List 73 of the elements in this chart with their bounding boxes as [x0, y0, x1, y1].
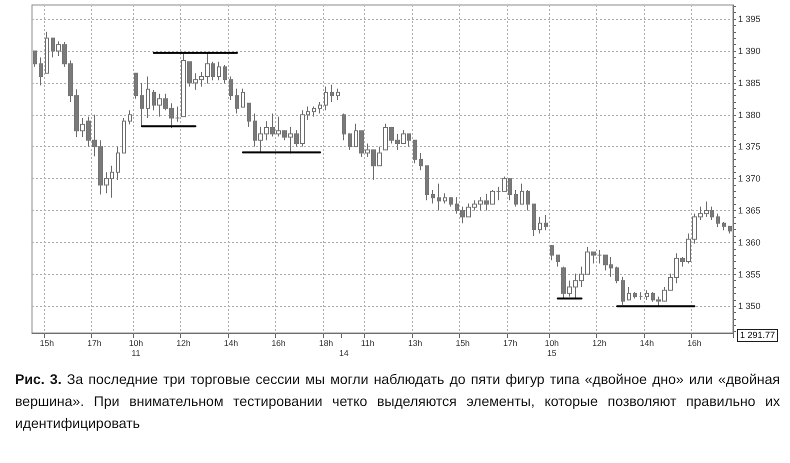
candlestick — [348, 132, 352, 150]
candlestick — [449, 196, 453, 208]
y-tick-label: 1 380 — [738, 110, 761, 120]
candlestick — [627, 286, 631, 301]
candlestick — [39, 56, 43, 86]
candlestick — [342, 112, 346, 141]
candlestick — [621, 276, 625, 306]
candlestick — [140, 82, 144, 127]
candlestick — [514, 190, 518, 208]
candlestick — [538, 216, 542, 234]
candlestick — [217, 61, 221, 81]
y-tick-label: 1 360 — [738, 237, 761, 248]
candlestick — [223, 64, 227, 84]
y-tick-label: 1 370 — [738, 174, 761, 184]
x-tick-label: 17h — [503, 338, 518, 348]
x-tick-label: 15h — [456, 338, 470, 348]
candlestick — [716, 213, 720, 228]
y-tick-label: 1 375 — [738, 142, 761, 152]
x-tick-label: 16h — [271, 338, 286, 348]
text: 1 291.77 — [737, 329, 778, 342]
y-tick-label: 1 395 — [738, 14, 761, 24]
candlestick — [532, 204, 536, 237]
candlestick — [229, 76, 233, 101]
candlestick — [33, 50, 37, 68]
x-tick-label: 13h — [408, 338, 423, 348]
candlestick — [633, 292, 637, 300]
candlestick — [134, 72, 138, 100]
x-tick-label: 10h 15 — [544, 338, 560, 358]
candlestick — [425, 165, 429, 201]
x-tick-label: 16h — [687, 338, 702, 348]
candlestick — [235, 88, 239, 114]
candlestick — [247, 102, 251, 128]
candlestick — [324, 86, 328, 111]
candlestick — [431, 190, 435, 204]
candlestick — [443, 192, 447, 204]
x-tick-label: 15h — [40, 338, 54, 348]
candlestick — [45, 31, 49, 74]
text: Рис. 3. — [15, 371, 62, 387]
candlestick — [336, 88, 340, 101]
candlestick — [128, 110, 132, 125]
candlestick — [122, 117, 126, 154]
candlestick — [146, 76, 150, 118]
candlestick — [312, 106, 316, 118]
candlestick — [722, 221, 726, 231]
y-tick-label: 1 355 — [738, 269, 761, 280]
x-tick-label: 11h — [360, 338, 375, 348]
x-tick-label: 14 — [339, 348, 349, 358]
candlestick — [639, 292, 643, 300]
x-tick-label: 14h — [640, 338, 654, 348]
candlestick — [550, 244, 554, 261]
x-tick-label: 14h — [224, 338, 238, 348]
candlestick — [241, 88, 245, 108]
x-tick-label: 12h — [592, 338, 607, 348]
y-tick-label: 1 350 — [738, 301, 761, 312]
candlestick — [413, 140, 417, 164]
y-tick-label: 1 390 — [738, 46, 761, 56]
candlestick — [520, 183, 524, 205]
candlestick — [116, 146, 120, 180]
candlestick — [645, 290, 649, 300]
candlestick — [419, 152, 423, 171]
x-tick-label: 10h 11 — [128, 338, 144, 358]
y-tick-label: 1 385 — [738, 78, 761, 88]
candlestick — [330, 84, 334, 102]
candlestick — [556, 254, 560, 268]
y-tick-label: 1 365 — [738, 205, 761, 216]
candlestick — [615, 266, 619, 284]
x-tick-label: 18h — [318, 338, 334, 348]
candlestick — [437, 183, 441, 211]
x-tick-label: 12h — [176, 338, 191, 348]
x-tick-label: 17h — [87, 338, 102, 348]
candlestick — [318, 101, 322, 114]
candlestick — [526, 190, 530, 211]
candlestick — [544, 214, 548, 231]
